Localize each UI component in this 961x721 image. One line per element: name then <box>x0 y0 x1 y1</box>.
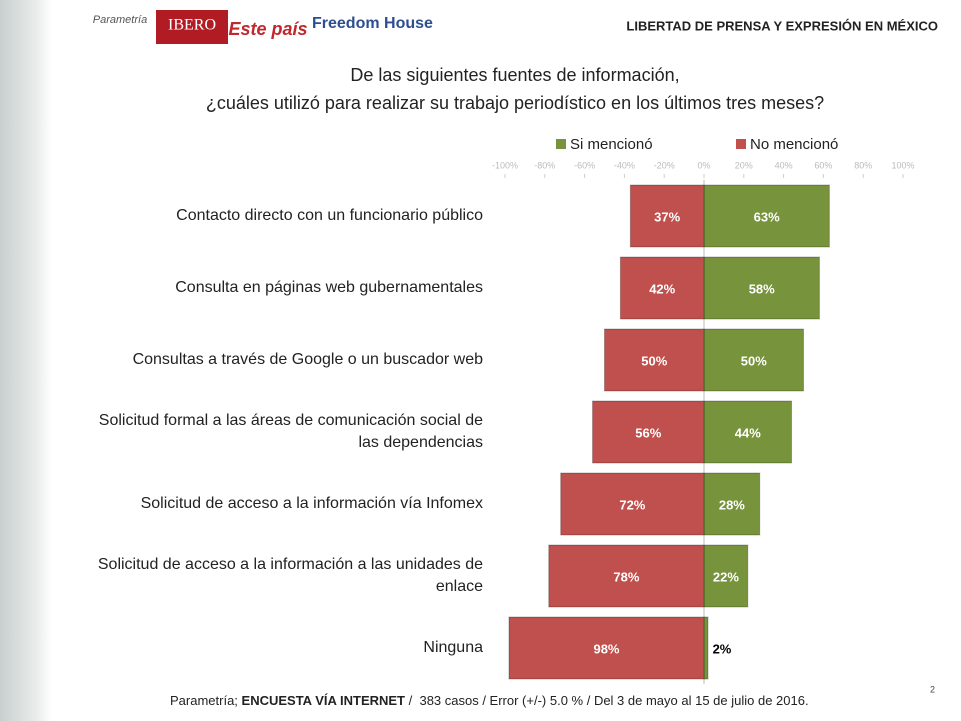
category-label: Solicitud de acceso a la información a l… <box>97 556 483 595</box>
bar <box>508 616 705 680</box>
logo-box <box>156 10 228 44</box>
bar <box>619 256 705 320</box>
footer-part: ENCUESTA VÍA INTERNET <box>242 693 406 708</box>
logo: Este país <box>228 19 307 39</box>
category-label: Consultas a través de Google o un buscad… <box>132 351 483 368</box>
x-tick-label: -20% <box>654 160 675 170</box>
bar <box>703 400 793 464</box>
x-tick-label: 60% <box>814 160 832 170</box>
footer-part: / 383 casos / Error (+/-) 5.0 % / Del 3 … <box>405 693 809 708</box>
category-label: Ninguna <box>423 639 483 656</box>
bar <box>604 328 705 392</box>
value-label: 78% <box>613 569 639 584</box>
bar <box>629 184 705 248</box>
chart-title: ¿cuáles utilizó para realizar su trabajo… <box>206 93 824 113</box>
bar <box>703 256 820 320</box>
value-label: 98% <box>593 641 619 656</box>
value-label: 22% <box>713 569 739 584</box>
x-tick-label: 0% <box>697 160 710 170</box>
value-label: 2% <box>713 641 732 656</box>
category-label: Consulta en páginas web gubernamentales <box>175 279 483 296</box>
logo: IBERO <box>168 17 216 34</box>
value-label: 37% <box>654 209 680 224</box>
value-label: 44% <box>735 425 761 440</box>
x-tick-label: -40% <box>614 160 635 170</box>
x-tick-label: -100% <box>492 160 518 170</box>
footer: Parametría; ENCUESTA VÍA INTERNET / 383 … <box>170 693 809 708</box>
legend-label: Si mencionó <box>570 136 653 153</box>
bar <box>560 472 705 536</box>
value-label: 56% <box>635 425 661 440</box>
legend-swatch <box>736 139 746 149</box>
x-tick-label: -60% <box>574 160 595 170</box>
x-tick-label: 80% <box>854 160 872 170</box>
legend-swatch <box>556 139 566 149</box>
x-tick-label: 100% <box>891 160 914 170</box>
bar <box>703 544 749 608</box>
value-label: 50% <box>641 353 667 368</box>
logo: Parametría <box>93 14 147 26</box>
x-tick-label: 20% <box>735 160 753 170</box>
bar <box>703 616 709 680</box>
logo: Freedom House <box>312 15 433 32</box>
value-label: 58% <box>749 281 775 296</box>
bar <box>592 400 705 464</box>
category-label: Solicitud formal a las áreas de comunica… <box>98 412 483 451</box>
chart-title: De las siguientes fuentes de información… <box>350 65 679 85</box>
bar <box>548 544 705 608</box>
x-tick-label: 40% <box>775 160 793 170</box>
value-label: 42% <box>649 281 675 296</box>
bar <box>703 184 830 248</box>
legend-label: No mencionó <box>750 136 838 153</box>
footer-part: Parametría; <box>170 693 242 708</box>
decor-strip <box>0 0 52 721</box>
page-number: 2 <box>930 684 935 694</box>
header-title: LIBERTAD DE PRENSA Y EXPRESIÓN EN MÉXICO <box>626 18 938 33</box>
value-label: 63% <box>754 209 780 224</box>
value-label: 50% <box>741 353 767 368</box>
x-tick-label: -80% <box>534 160 555 170</box>
bar <box>703 328 804 392</box>
bar <box>703 472 761 536</box>
category-label: Solicitud de acceso a la información vía… <box>140 495 483 512</box>
category-label: Contacto directo con un funcionario públ… <box>176 207 483 224</box>
value-label: 72% <box>619 497 645 512</box>
value-label: 28% <box>719 497 745 512</box>
